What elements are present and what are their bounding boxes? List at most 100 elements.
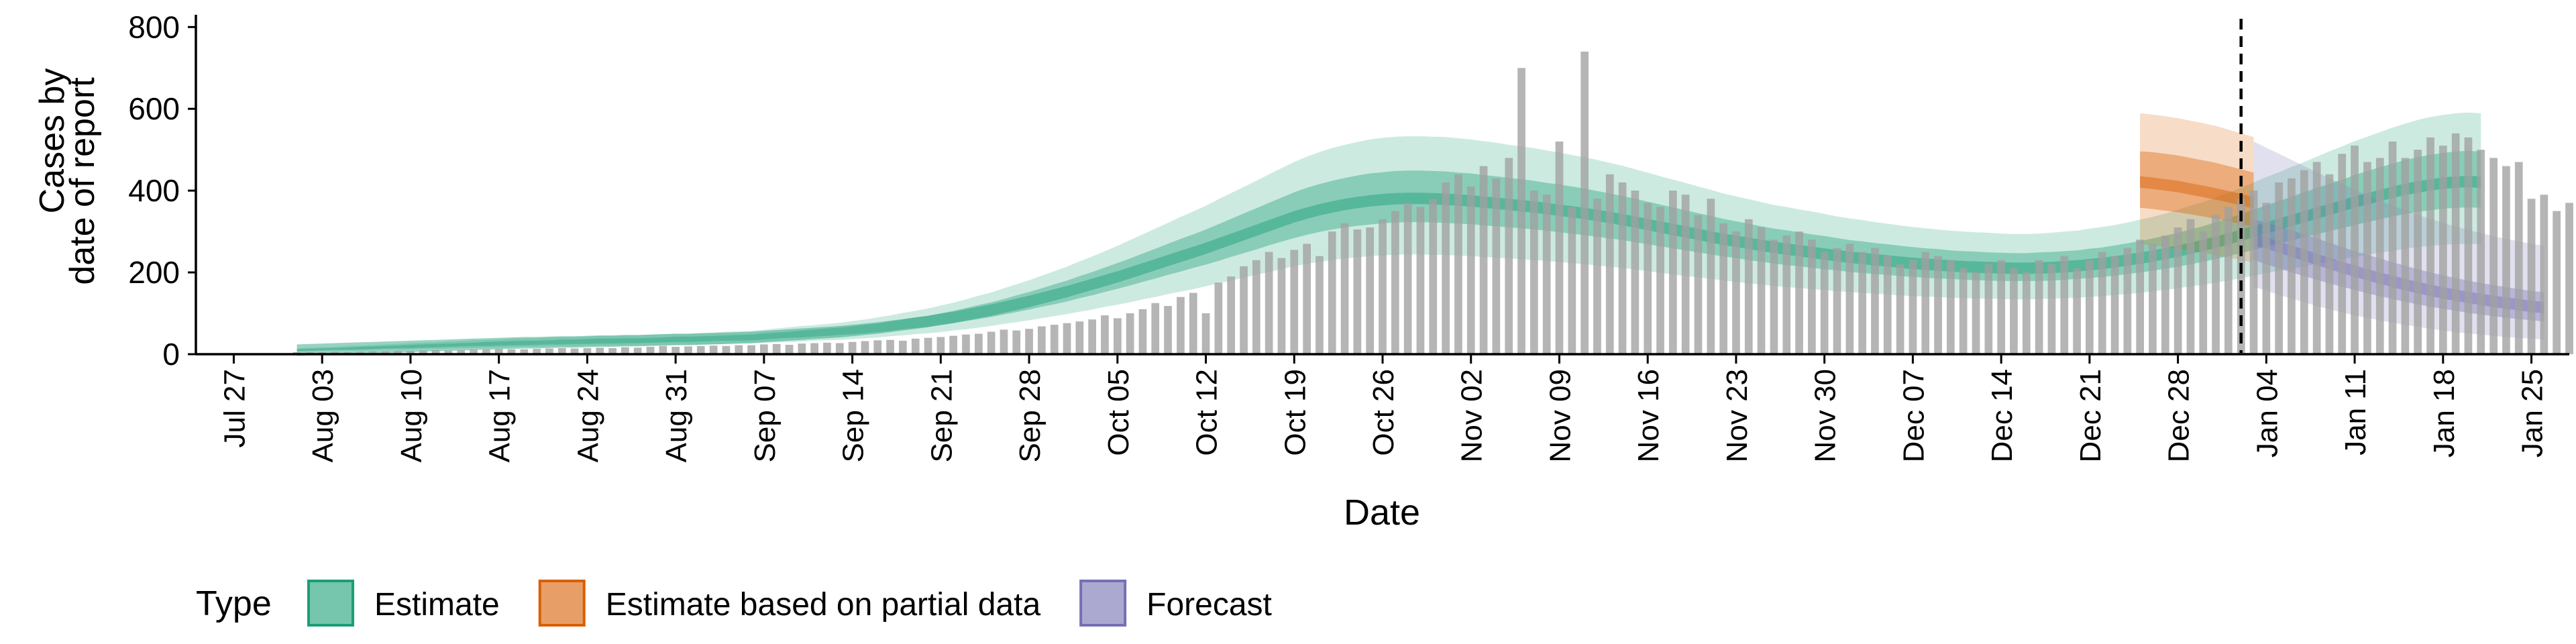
- case-bar: [2110, 256, 2119, 354]
- case-bar: [1984, 264, 1993, 354]
- case-bar: [1101, 315, 1109, 354]
- case-bar: [2174, 227, 2182, 354]
- case-bar: [1883, 256, 1892, 354]
- case-bar: [368, 351, 377, 354]
- case-bar: [1189, 292, 1197, 354]
- case-bar: [2199, 231, 2208, 354]
- x-tick-label: Oct 12: [1191, 369, 1224, 456]
- y-axis-label-line2: date of report: [63, 77, 102, 285]
- case-bar: [848, 341, 857, 354]
- estimate-based-on-partial-data-band-median: [2140, 176, 2254, 209]
- case-bar: [722, 345, 731, 354]
- case-bar: [1555, 142, 1564, 354]
- case-bar: [1833, 248, 1841, 354]
- case-bar: [2388, 142, 2397, 354]
- y-tick-label: 600: [128, 91, 180, 126]
- case-bar: [1088, 319, 1096, 354]
- case-bar: [1366, 227, 1374, 354]
- case-bar: [444, 350, 453, 354]
- case-bar: [1151, 303, 1160, 354]
- case-bar: [886, 339, 894, 354]
- case-bar: [1353, 229, 1362, 354]
- case-bar: [1265, 252, 1273, 354]
- case-bar: [1517, 68, 1525, 355]
- case-bar: [659, 345, 667, 354]
- x-tick-label: Jan 11: [2339, 369, 2372, 455]
- case-bar: [696, 345, 705, 354]
- case-bar: [381, 351, 390, 354]
- case-bar: [2477, 150, 2485, 354]
- case-bar: [1959, 268, 1968, 354]
- case-bar: [975, 333, 983, 354]
- x-tick-label: Jan 04: [2251, 369, 2284, 458]
- case-bar: [1442, 182, 1450, 354]
- x-tick-label: Jan 25: [2516, 369, 2549, 458]
- x-tick-label: Nov 30: [1809, 369, 1842, 462]
- case-bar: [1391, 211, 1399, 354]
- case-bar: [1138, 309, 1147, 354]
- case-bar: [2288, 178, 2296, 354]
- legend-title: Type: [196, 584, 272, 623]
- case-bar: [507, 349, 516, 354]
- case-bar: [2237, 199, 2245, 354]
- case-bar: [1505, 158, 1513, 354]
- case-bar: [1290, 250, 1299, 354]
- case-bar: [1025, 329, 1033, 354]
- case-bar: [1770, 239, 1778, 354]
- case-bar: [1316, 256, 1324, 354]
- legend-item-forecast: Forecast: [1079, 580, 1272, 627]
- case-bar: [709, 345, 718, 354]
- case-bar: [1075, 321, 1084, 354]
- case-bar: [557, 347, 566, 354]
- case-bar: [1340, 223, 1349, 354]
- case-bar: [962, 334, 970, 354]
- case-bar: [1757, 227, 1766, 354]
- legend-swatch: [538, 580, 586, 627]
- case-bar: [1732, 231, 1740, 354]
- case-bar: [1201, 313, 1210, 354]
- y-tick-label: 200: [128, 255, 180, 290]
- case-bar: [2514, 162, 2523, 354]
- case-bar: [2540, 195, 2548, 354]
- case-bar: [1214, 282, 1223, 354]
- case-bar: [1530, 191, 1538, 354]
- case-bar: [431, 350, 440, 354]
- case-bar: [1328, 231, 1336, 354]
- case-bar: [2375, 158, 2384, 354]
- case-bar: [735, 345, 743, 354]
- reported-cases-bars: [292, 51, 2573, 355]
- case-bar: [545, 348, 553, 354]
- case-bar: [1542, 195, 1551, 354]
- axes: 0 200 400 600 800 Jul 27 Aug 03 Aug 10 Aug 17 Aug…: [128, 9, 2569, 463]
- x-tick-label: Aug 24: [572, 369, 604, 462]
- case-bar: [936, 337, 945, 354]
- case-bar: [1277, 258, 1286, 354]
- case-bar: [1719, 223, 1727, 354]
- legend-label: Estimate based on partial data: [606, 587, 1041, 623]
- case-bar: [394, 351, 402, 354]
- case-bar: [2325, 174, 2334, 354]
- case-bar: [684, 346, 692, 354]
- case-bar: [1416, 207, 1425, 354]
- case-bar: [2262, 203, 2271, 354]
- case-bar: [1669, 191, 1677, 354]
- case-bar: [810, 343, 818, 354]
- case-bar: [760, 344, 768, 354]
- x-tick-label: Dec 28: [2163, 369, 2196, 462]
- case-bar: [835, 343, 844, 354]
- y-axis-label-line1: Cases by: [33, 68, 72, 214]
- case-bar: [1694, 215, 1703, 354]
- case-bar: [1909, 260, 1917, 354]
- case-bar: [2464, 137, 2473, 354]
- case-bar: [2224, 207, 2233, 354]
- x-tick-label: Nov 09: [1544, 369, 1577, 462]
- x-tick-label: Sep 07: [749, 369, 782, 462]
- case-bar: [1379, 219, 1387, 354]
- case-bar: [2312, 162, 2321, 354]
- x-tick-label: Oct 19: [1279, 369, 1311, 456]
- case-bar: [1492, 178, 1501, 354]
- case-bar: [457, 350, 466, 354]
- x-tick-label: Nov 16: [1632, 369, 1665, 462]
- case-bar: [1403, 203, 1412, 354]
- case-bar: [1303, 244, 1311, 354]
